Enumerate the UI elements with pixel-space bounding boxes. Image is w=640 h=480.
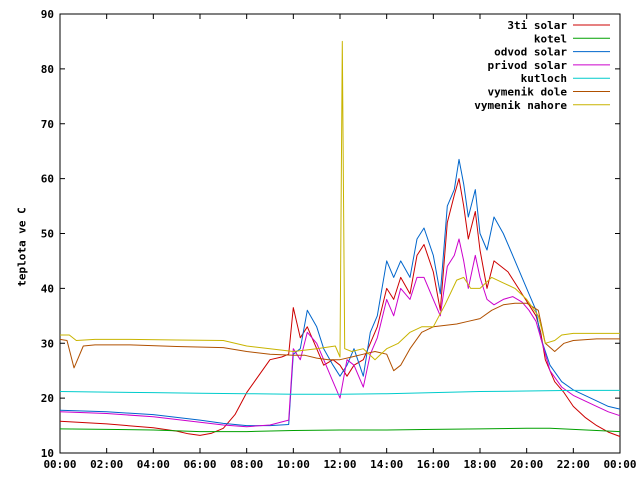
series-line-3ti-solar bbox=[59, 178, 621, 437]
axis-ticks: 00:00 02:00 04:00 06:00 08:00 10:00 12:00 14:00… bbox=[41, 8, 637, 471]
legend-label: vymenik nahore bbox=[474, 99, 567, 112]
x-tick-label: 04:00 bbox=[137, 458, 170, 471]
series-line-kotel bbox=[59, 427, 621, 433]
y-tick-label: 10 bbox=[41, 447, 54, 460]
x-tick-label: 00:00 bbox=[43, 458, 76, 471]
legend-label: odvod solar bbox=[494, 46, 567, 59]
x-tick-label: 06:00 bbox=[183, 458, 216, 471]
x-tick-label: 20:00 bbox=[510, 458, 543, 471]
x-tick-label: 08:00 bbox=[230, 458, 263, 471]
y-axis-label: teplota ve C bbox=[16, 207, 29, 286]
series-line-odvod-solar bbox=[59, 158, 621, 427]
x-tick-label: 22:00 bbox=[557, 458, 590, 471]
series-line-vymenik-dole bbox=[59, 302, 620, 372]
y-tick-label: 80 bbox=[41, 63, 54, 76]
legend-label: kutloch bbox=[521, 72, 567, 85]
y-tick-label: 30 bbox=[41, 337, 54, 350]
legend-label: kotel bbox=[534, 32, 567, 45]
legend-label: privod solar bbox=[488, 59, 568, 72]
x-tick-label: 14:00 bbox=[370, 458, 403, 471]
x-tick-label: 02:00 bbox=[90, 458, 123, 471]
y-tick-label: 20 bbox=[41, 392, 54, 405]
x-tick-label: 16:00 bbox=[417, 458, 450, 471]
y-tick-label: 50 bbox=[41, 228, 54, 241]
x-tick-label: 12:00 bbox=[323, 458, 356, 471]
x-tick-label: 18:00 bbox=[463, 458, 496, 471]
series-lines bbox=[59, 40, 621, 437]
legend-label: vymenik dole bbox=[488, 86, 568, 99]
y-tick-label: 70 bbox=[41, 118, 54, 131]
y-tick-label: 40 bbox=[41, 282, 54, 295]
y-tick-label: 90 bbox=[41, 8, 54, 21]
series-line-vymenik-nahore bbox=[60, 40, 620, 361]
x-tick-label: 10:00 bbox=[277, 458, 310, 471]
y-tick-label: 60 bbox=[41, 173, 54, 186]
series-line-kutloch bbox=[59, 389, 620, 395]
series-line-privod-solar bbox=[59, 238, 621, 428]
legend-label: 3ti solar bbox=[507, 19, 567, 32]
x-tick-label: 00:00 bbox=[603, 458, 636, 471]
